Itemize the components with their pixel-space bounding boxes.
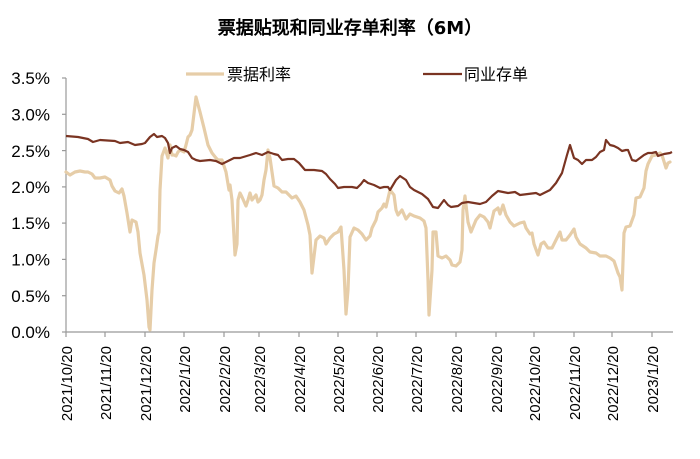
x-tick-label: 2022/2/20 <box>217 346 234 413</box>
y-tick-label: 0.0% <box>11 323 50 342</box>
y-tick-label: 3.5% <box>11 69 50 88</box>
legend-label: 票据利率 <box>227 65 291 84</box>
x-tick-label: 2021/11/20 <box>98 346 115 420</box>
x-tick-label: 2022/7/20 <box>409 346 426 413</box>
legend-label: 同业存单 <box>464 65 528 84</box>
x-tick-label: 2021/12/20 <box>138 346 155 421</box>
y-tick-label: 3.0% <box>11 106 50 125</box>
series-line-bill-rate <box>64 95 672 332</box>
x-tick-label: 2022/5/20 <box>331 346 348 413</box>
x-tick-label: 2022/10/20 <box>527 346 544 421</box>
series-line-ncd-rate <box>65 132 673 210</box>
legend-item-ncd-rate: 同业存单 <box>423 65 528 84</box>
x-tick-label: 2022/9/20 <box>489 346 506 413</box>
x-tick-label: 2022/4/20 <box>292 346 309 413</box>
x-tick-label: 2022/6/20 <box>370 346 387 413</box>
x-tick-label: 2022/12/20 <box>605 346 622 421</box>
x-tick-labels: 2021/10/20 2021/11/20 2021/12/20 2022/1/… <box>59 346 662 421</box>
y-tick-label: 1.0% <box>11 251 50 270</box>
legend-item-bill-rate: 票据利率 <box>186 65 291 84</box>
y-axis <box>62 77 67 333</box>
y-tick-label: 2.5% <box>11 142 50 161</box>
x-tick-label: 2022/8/20 <box>449 346 466 413</box>
x-tick-label: 2023/1/20 <box>645 346 662 413</box>
chart-title: 票据贴现和同业存单利率（6M） <box>217 18 483 39</box>
y-tick-label: 1.5% <box>11 214 50 233</box>
legend: 票据利率 同业存单 <box>186 65 528 84</box>
x-tick-label: 2021/10/20 <box>59 346 76 421</box>
y-tick-labels: 0.0% 0.5% 1.0% 1.5% 2.0% 2.5% 3.0% 3.5% <box>11 69 50 342</box>
x-tick-label: 2022/11/20 <box>567 346 584 420</box>
x-tick-label: 2022/3/20 <box>252 346 269 413</box>
y-tick-label: 2.0% <box>11 178 50 197</box>
x-axis <box>65 331 673 337</box>
y-tick-label: 0.5% <box>11 287 50 306</box>
x-tick-label: 2022/1/20 <box>177 346 194 413</box>
